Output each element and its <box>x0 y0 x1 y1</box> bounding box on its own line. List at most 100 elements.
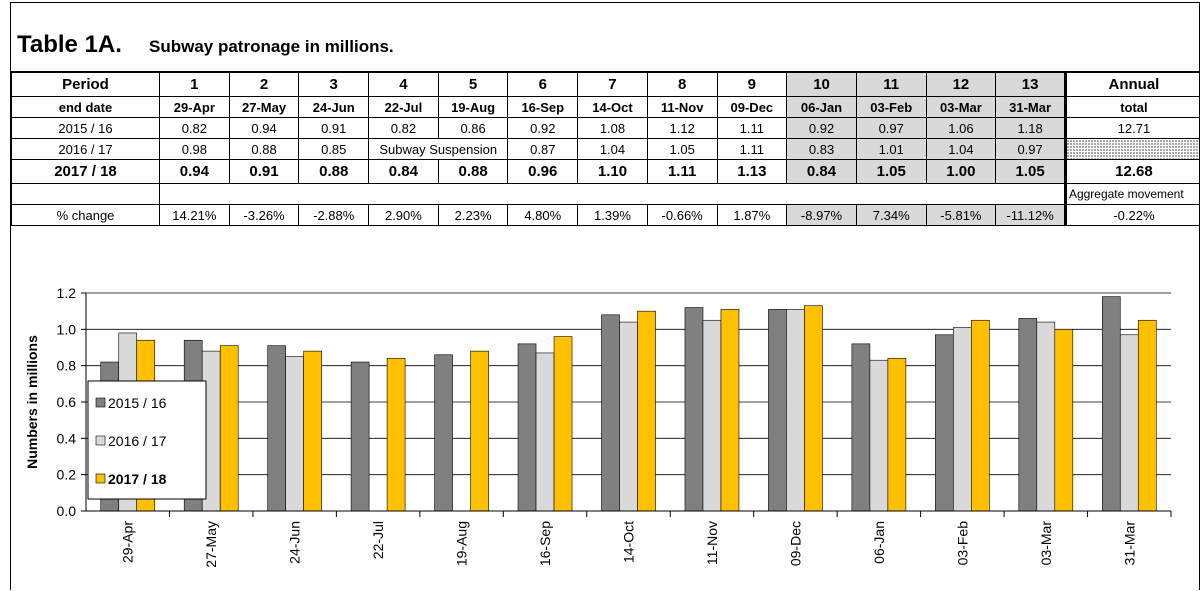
table-cell: 0.84 <box>786 159 857 184</box>
legend-swatch <box>95 473 106 484</box>
table-cell: 2.90% <box>368 204 439 226</box>
table-cell: 0.98 <box>159 138 230 160</box>
bar <box>303 350 322 512</box>
header: Table 1A. Subway patronage in millions. <box>11 3 1199 72</box>
table-cell <box>1064 138 1199 160</box>
table-cell: 1.11 <box>716 117 788 139</box>
table-cell: % change <box>11 204 160 226</box>
table-row: Period 1 2 3 4 5 6 7 8 9 10 11 12 13 Annual <box>11 72 1199 97</box>
table-cell: 6 <box>507 72 579 97</box>
x-tick-label: 03-Mar <box>1038 521 1054 566</box>
table-cell: 29-Apr <box>159 96 230 118</box>
table-cell: 0.86 <box>437 117 509 139</box>
bar <box>887 358 907 512</box>
table-cell: Period <box>11 72 160 97</box>
x-tick-label: 27-May <box>203 521 219 568</box>
table-cell: 0.82 <box>159 117 230 139</box>
legend-label: 2017 / 18 <box>108 471 167 487</box>
table-cell: 22-Jul <box>368 96 439 118</box>
legend-swatch <box>95 397 106 408</box>
bar <box>1137 319 1157 512</box>
bar <box>786 309 805 512</box>
bar <box>637 310 656 512</box>
table-cell: 0.88 <box>228 138 300 160</box>
table-cell: 0.88 <box>298 159 370 184</box>
table-cell: 0.83 <box>786 138 857 160</box>
table-cell: -2.88% <box>298 204 370 226</box>
table-cell: 2 <box>228 72 300 97</box>
legend-swatch <box>95 435 106 446</box>
bar <box>720 309 740 512</box>
subtitle: Subway patronage in millions. <box>149 37 394 56</box>
table-cell: 1 <box>159 72 230 97</box>
table-cell: 1.12 <box>646 117 718 139</box>
table-cell: 1.11 <box>646 159 718 184</box>
table-cell: 06-Jan <box>786 96 857 118</box>
table-cell: 16-Sep <box>507 96 579 118</box>
table-cell: 0.82 <box>368 117 439 139</box>
bar <box>285 356 304 512</box>
table-row: Aggregate movement <box>11 183 1199 205</box>
table-cell: 12.71 <box>1064 117 1199 139</box>
table-cell: 1.18 <box>995 117 1067 139</box>
title: Table 1A. <box>17 31 122 58</box>
table-cell: 0.97 <box>855 117 927 139</box>
bar <box>684 307 704 512</box>
bar <box>971 319 990 512</box>
table-row: % change 14.21% -3.26% -2.88% 2.90% 2.23% 4.80… <box>11 204 1199 226</box>
bar <box>219 345 239 512</box>
table-cell: 8 <box>646 72 718 97</box>
bar <box>768 309 787 512</box>
x-tick-label: 19-Aug <box>454 521 470 566</box>
table-cell: 0.92 <box>507 117 579 139</box>
table-cell: 0.91 <box>298 117 370 139</box>
table-cell: 24-Jun <box>298 96 370 118</box>
table-cell: Annual <box>1064 72 1199 97</box>
table-cell: Subway Suspension <box>368 138 509 160</box>
table-cell: Aggregate movement <box>1064 183 1199 205</box>
legend-label: 2016 / 17 <box>108 433 167 449</box>
x-tick-label: 14-Oct <box>621 521 637 563</box>
x-tick-label: 29-Apr <box>120 521 136 563</box>
table-row: 2015 / 16 0.82 0.94 0.91 0.82 0.86 0.92 1.08 1.1… <box>11 117 1199 139</box>
table-cell: 13 <box>995 72 1067 97</box>
table-cell: 1.39% <box>577 204 648 226</box>
table-row: end date 29-Apr 27-May 24-Jun 22-Jul 19-Aug 16… <box>11 96 1199 118</box>
x-tick-label: 11-Nov <box>704 521 720 565</box>
bar <box>434 354 453 512</box>
table-cell: -3.26% <box>228 204 300 226</box>
table: Period 1 2 3 4 5 6 7 8 9 10 11 12 13 Annual end date 29-… <box>11 72 1199 226</box>
table-cell: 0.85 <box>298 138 370 160</box>
x-tick-label: 09-Dec <box>787 521 803 566</box>
bar <box>553 336 573 512</box>
table-cell: -8.97% <box>786 204 857 226</box>
table-cell: 0.94 <box>159 159 230 184</box>
x-tick-label: 16-Sep <box>537 521 553 566</box>
bar <box>1054 329 1074 512</box>
table-cell: 1.05 <box>855 159 927 184</box>
table-cell: 1.11 <box>716 138 788 160</box>
table-cell: 2015 / 16 <box>11 117 160 139</box>
table-cell <box>159 183 1067 205</box>
table-cell: 1.10 <box>577 159 648 184</box>
bar <box>953 327 972 512</box>
x-tick-label: 31-Mar <box>1121 521 1137 566</box>
bar <box>517 343 537 512</box>
table-cell: 31-Mar <box>995 96 1067 118</box>
bar <box>869 359 889 512</box>
table-cell: 1.04 <box>577 138 648 160</box>
table-cell: 5 <box>437 72 509 97</box>
table-cell: 03-Feb <box>855 96 927 118</box>
table-cell: 11 <box>855 72 927 97</box>
bar <box>470 350 489 512</box>
table-cell: 11-Nov <box>646 96 718 118</box>
document: Table 1A. Subway patronage in millions. … <box>10 2 1200 590</box>
bar <box>350 361 370 512</box>
table-cell: 03-Mar <box>925 96 997 118</box>
table-cell: 1.87% <box>716 204 788 226</box>
table-cell: -11.12% <box>995 204 1067 226</box>
chart: 0.0 0.2 0.4 0.6 0.8 1.0 1.2 Numbers in millions… <box>24 285 1172 568</box>
table-cell: 0.96 <box>507 159 579 184</box>
y-tick-label: 0.0 <box>57 503 77 519</box>
